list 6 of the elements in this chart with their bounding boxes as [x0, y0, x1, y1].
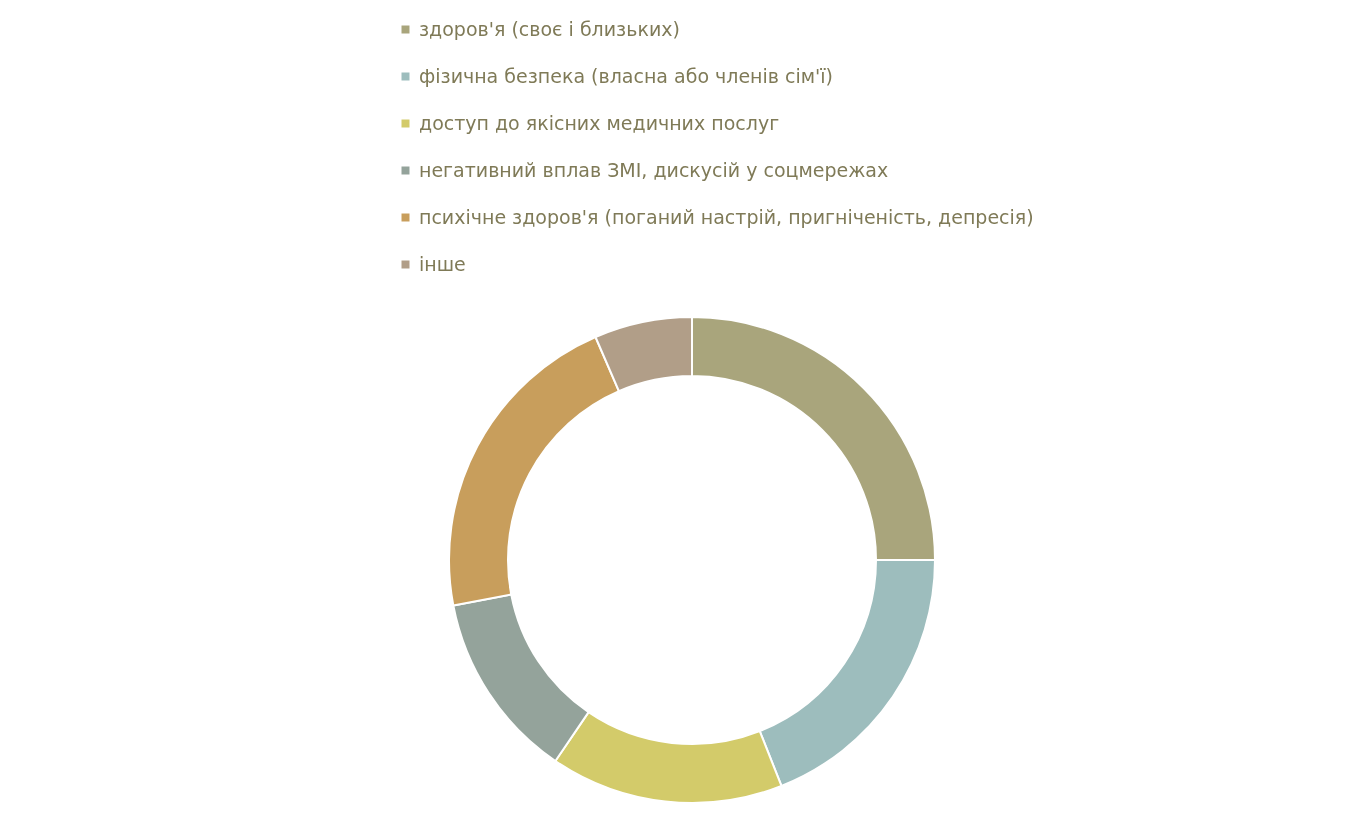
legend-label: здоров'я (своє і близьких)	[419, 17, 680, 40]
legend-label: психічне здоров'я (поганий настрій, пригніченість, депресія)	[419, 205, 1034, 228]
legend-label: фізична безпека (власна або членів сім'ї)	[419, 64, 834, 87]
legend-label: негативний вплав ЗМІ, дискусій у соцмережах	[419, 158, 889, 181]
legend-label: інше	[419, 252, 466, 275]
legend-label: доступ до якісних медичних послуг	[419, 111, 780, 134]
